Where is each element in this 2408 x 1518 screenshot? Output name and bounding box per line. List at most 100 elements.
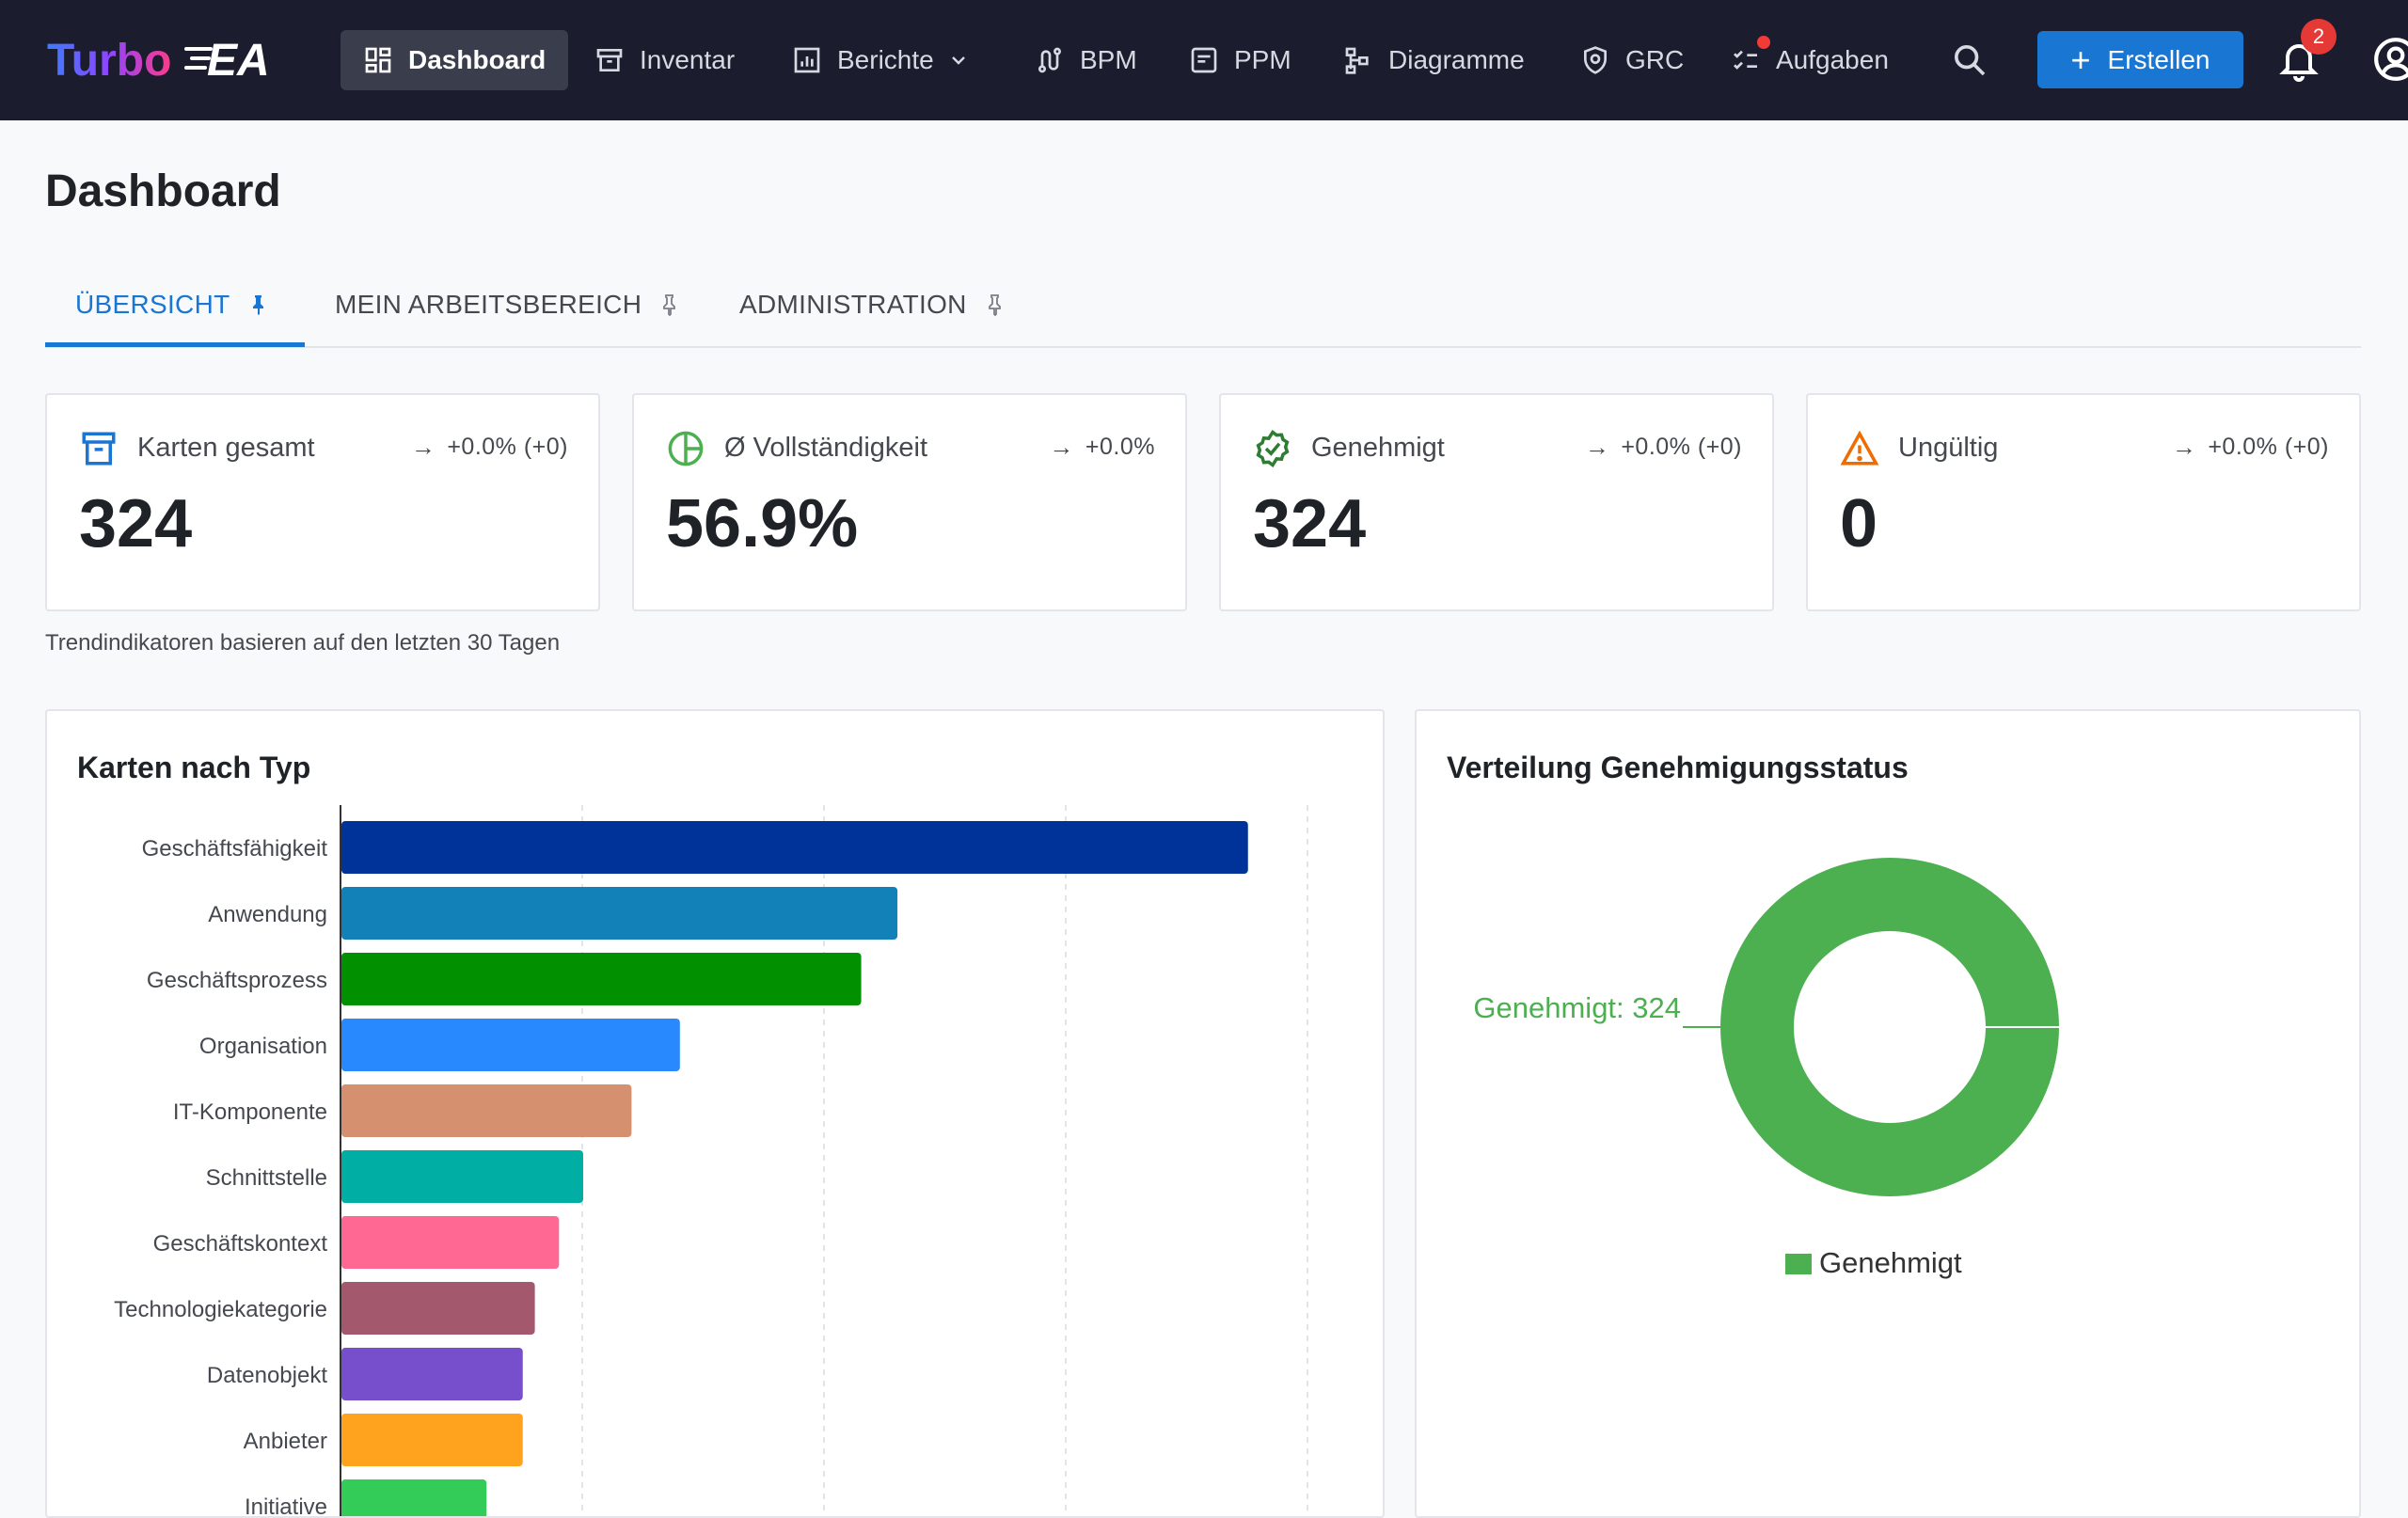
bar[interactable] (341, 821, 1248, 874)
bar[interactable] (341, 1084, 632, 1137)
category-tick-label: IT-Komponente (173, 1099, 327, 1125)
dashboard-tabs: ÜBERSICHT MEIN ARBEITSBEREICH ADMINISTRA… (45, 263, 2361, 348)
donut-slice[interactable] (1720, 858, 2059, 1196)
notification-count-badge: 2 (2301, 19, 2337, 55)
kpi-value: 324 (79, 486, 193, 561)
dashboard-icon (365, 47, 391, 73)
category-tick-label: Geschäftskontext (153, 1231, 328, 1257)
category-tick-label: Anbieter (244, 1429, 327, 1454)
category-tick-label: Geschäftsprozess (147, 968, 327, 993)
bar[interactable] (341, 1348, 523, 1400)
chart-icon (794, 47, 820, 73)
category-tick-label: Organisation (199, 1034, 327, 1059)
verified-icon (1256, 429, 1290, 468)
donut-chart: Genehmigt: 324 Genehmigt (1473, 858, 2059, 1279)
nav-ppm[interactable]: PPM (1189, 30, 1291, 90)
bar[interactable] (341, 953, 862, 1005)
page-title: Dashboard (45, 166, 281, 216)
panel-genehmigungsstatus: Genehmigt: 324 Genehmigt Verteilung Geneh… (1415, 709, 2361, 1518)
kpi-trend: → +0.0% (+0) (1585, 433, 1742, 462)
nav-inventar[interactable]: Inventar (594, 30, 735, 90)
bar[interactable] (341, 1216, 560, 1269)
nav-aufgaben[interactable]: Aufgaben (1731, 30, 1889, 90)
bar[interactable] (341, 1019, 680, 1071)
archive-icon (596, 49, 623, 71)
active-tab-indicator (45, 342, 305, 347)
kpi-trend-value: +0.0% (+0) (2208, 434, 2329, 460)
arrow-right-icon: → (2171, 433, 2197, 461)
archive-icon (82, 432, 116, 466)
category-tick-label: Technologiekategorie (114, 1297, 327, 1322)
kpi-value: 56.9% (666, 486, 859, 561)
category-tick-label: Datenobjekt (207, 1363, 327, 1388)
tab-mein-arbeitsbereich[interactable]: MEIN ARBEITSBEREICH (335, 263, 681, 346)
route-icon (1038, 47, 1061, 73)
kpi-card-karten-gesamt: Karten gesamt → +0.0% (+0) 324 (45, 393, 600, 611)
pin-outline-icon[interactable] (658, 293, 681, 316)
bar[interactable] (341, 1282, 535, 1335)
warning-icon (1840, 430, 1879, 466)
arrow-right-icon: → (410, 433, 436, 461)
panel-title: Verteilung Genehmigungsstatus (1447, 751, 1909, 784)
bell-icon (2279, 44, 2319, 82)
checklist-icon (1734, 50, 1757, 70)
logo-text-turbo: Turbo (47, 36, 171, 86)
account-icon[interactable] (2372, 36, 2408, 83)
nav-berichte[interactable]: Berichte (792, 30, 970, 90)
kpi-label: Ø Vollständigkeit (724, 433, 928, 463)
tab-uebersicht[interactable]: ÜBERSICHT (75, 263, 270, 346)
chevron-down-icon (951, 56, 965, 65)
kpi-label: Genehmigt (1311, 433, 1445, 463)
notifications-button[interactable] (2276, 36, 2321, 83)
create-button-label: Erstellen (2107, 44, 2210, 74)
donut-data-label: Genehmigt: 324 (1473, 991, 1681, 1024)
plus-icon: + (2070, 40, 2091, 79)
kpi-trend-value: +0.0% (+0) (447, 434, 568, 460)
arrow-right-icon: → (1049, 433, 1074, 461)
kpi-card-vollstaendigkeit: Ø Vollständigkeit → +0.0% 56.9% (632, 393, 1187, 611)
nav-diagramme[interactable]: Diagramme (1343, 30, 1525, 90)
kpi-label: Ungültig (1898, 433, 1999, 463)
nav-grc[interactable]: GRC (1580, 30, 1684, 90)
create-button[interactable]: + Erstellen (2037, 31, 2243, 88)
hierarchy-icon (1345, 47, 1369, 74)
pie-icon (668, 431, 704, 466)
nav-aufgaben-label: Aufgaben (1776, 45, 1889, 74)
kpi-trend: → +0.0% (+0) (411, 433, 568, 462)
category-tick-label: Initiative (245, 1494, 327, 1518)
tab-administration-label: ADMINISTRATION (739, 290, 967, 319)
tab-mein-arbeitsbereich-label: MEIN ARBEITSBEREICH (335, 290, 642, 319)
pin-filled-icon[interactable] (247, 293, 270, 316)
aufgaben-notification-dot (1757, 36, 1770, 49)
arrow-right-icon: → (1584, 433, 1610, 461)
trend-note: Trendindikatoren basieren auf den letzte… (45, 630, 561, 656)
top-navigation-bar: Turbo EA Dashboard Inventar Berichte BPM… (0, 0, 2408, 120)
category-tick-label: Anwendung (208, 902, 327, 927)
kpi-trend-value: +0.0% (1085, 434, 1155, 460)
kpi-value: 324 (1253, 486, 1367, 561)
nav-bpm[interactable]: BPM (1035, 30, 1137, 90)
nav-dashboard-label: Dashboard (408, 45, 547, 74)
kpi-trend-value: +0.0% (+0) (1621, 434, 1742, 460)
kpi-value: 0 (1840, 486, 1878, 561)
pin-outline-icon[interactable] (984, 293, 1006, 316)
bar[interactable] (341, 1150, 583, 1203)
turbo-ea-logo[interactable]: Turbo EA (45, 26, 299, 92)
logo-text-ea: EA (207, 36, 270, 86)
category-tick-label: Schnittstelle (206, 1165, 327, 1191)
panel-karten-nach-typ: Geschäftsfähigkeit Anwendung Geschäftsproz… (45, 709, 1385, 1518)
tab-administration[interactable]: ADMINISTRATION (739, 263, 1006, 346)
bar[interactable] (341, 887, 898, 940)
kpi-card-ungueltig: Ungültig → +0.0% (+0) 0 (1806, 393, 2361, 611)
kpi-card-genehmigt: Genehmigt → +0.0% (+0) 324 (1219, 393, 1774, 611)
bar-chart: Geschäftsfähigkeit Anwendung Geschäftsproz… (114, 805, 1308, 1518)
bar[interactable] (341, 1479, 487, 1518)
bar[interactable] (341, 1414, 523, 1466)
search-icon[interactable] (1951, 41, 1988, 79)
legend-label[interactable]: Genehmigt (1819, 1246, 1962, 1279)
nav-dashboard[interactable]: Dashboard (341, 30, 569, 90)
shield-icon (1584, 46, 1607, 74)
project-icon (1191, 47, 1217, 73)
nav-grc-label: GRC (1625, 45, 1685, 74)
legend-swatch (1785, 1254, 1812, 1274)
